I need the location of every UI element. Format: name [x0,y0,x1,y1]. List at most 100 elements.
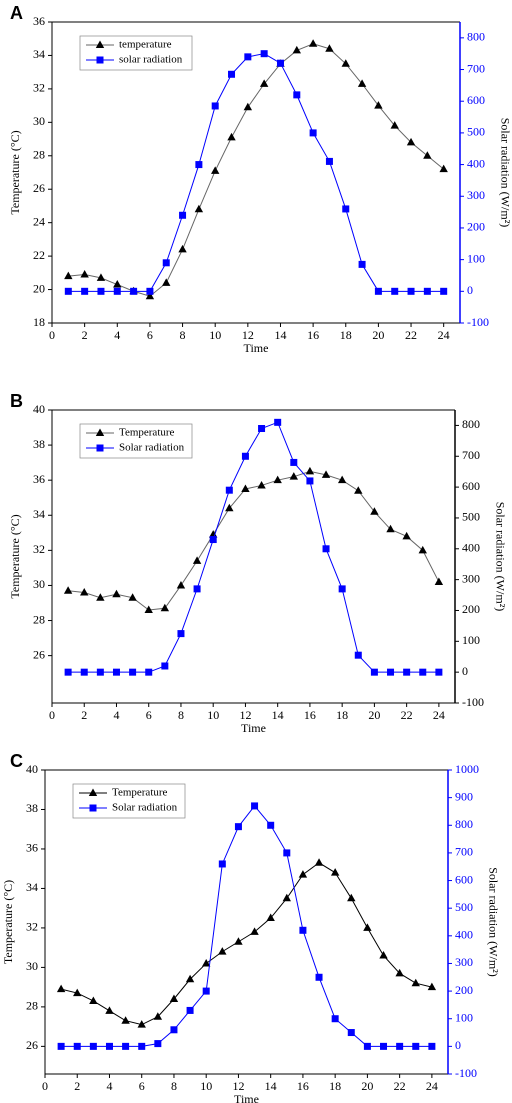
marker [57,1042,65,1050]
x-tick-label: 18 [336,708,348,722]
y-tick-label: 34 [33,507,45,521]
marker [145,668,153,676]
marker [64,287,72,295]
marker [144,605,153,614]
marker [259,79,269,87]
marker [396,1042,404,1050]
marker [370,507,379,515]
marker [314,858,324,866]
legend-label: Temperature [112,787,168,799]
y2-tick-label: 700 [455,845,473,859]
marker [96,668,104,676]
y-tick-label: 20 [33,281,45,295]
marker [322,545,330,553]
marker [209,530,218,538]
y-axis-label: Temperature (°C) [1,880,15,964]
marker [370,668,378,676]
marker [428,1042,436,1050]
marker [228,70,236,78]
marker [407,287,415,295]
marker [325,157,333,165]
x-tick-label: 4 [113,708,119,722]
marker [266,913,275,922]
legend-marker [88,788,98,796]
marker [128,593,137,601]
legend-label: temperature [119,39,172,51]
x-tick-label: 6 [146,708,152,722]
marker [434,577,444,585]
marker [290,458,298,466]
y2-axis-label: Solar radiation (W/m²) [486,867,500,977]
y2-tick-label: 600 [455,872,473,886]
marker [153,1012,163,1020]
x-tick-label: 6 [139,1079,145,1093]
x-tick-label: 8 [180,328,186,342]
marker [218,860,226,868]
x-tick-label: 0 [42,1079,48,1093]
marker [146,287,154,295]
marker [308,39,318,47]
x-tick-label: 18 [329,1079,341,1093]
x-tick-label: 12 [239,708,251,722]
marker [129,668,137,676]
marker [169,994,179,1002]
y2-axis-label: Solar radiation (W/m²) [493,502,507,612]
legend-box [72,783,186,819]
marker [186,1006,194,1014]
marker [64,271,73,280]
x-tick-label: 10 [200,1079,212,1093]
y2-tick-label: 500 [462,510,480,524]
marker [211,166,220,174]
marker [241,452,249,460]
y-tick-label: 36 [26,841,38,855]
marker [178,244,187,253]
x-tick-label: 24 [438,328,450,342]
x-tick-label: 16 [297,1079,309,1093]
y2-tick-label: -100 [462,695,484,709]
marker [276,59,284,67]
x-tick-label: 14 [272,708,284,722]
series-line [68,421,439,673]
marker [435,668,443,676]
y2-tick-label: 700 [467,61,485,75]
y2-tick-label: 0 [462,664,468,678]
y-tick-label: 36 [33,14,45,28]
y-axis-label: Temperature (°C) [8,130,22,214]
y2-tick-label: 400 [455,928,473,942]
marker [218,947,227,955]
marker [185,974,195,983]
y-tick-label: 32 [33,542,45,556]
marker [341,59,350,67]
marker [225,486,233,494]
legend-label: Solar radiation [119,442,185,454]
y2-tick-label: 200 [467,220,485,234]
y-tick-label: 26 [26,1038,38,1052]
y-tick-label: 40 [26,762,38,776]
marker [234,823,242,831]
marker [258,425,266,433]
y2-tick-label: 700 [462,448,480,462]
y2-tick-label: 100 [455,1010,473,1024]
y2-tick-label: 0 [455,1038,461,1052]
y-tick-label: 26 [33,647,45,661]
marker [387,668,395,676]
marker [380,1042,388,1050]
marker [170,1026,178,1034]
marker [406,137,416,146]
marker [423,151,432,159]
marker [179,211,187,219]
marker [289,472,298,480]
marker [105,1006,114,1014]
marker [105,1042,113,1050]
marker [260,50,268,58]
marker [202,958,211,967]
legend-marker [89,804,97,812]
y2-tick-label: 500 [455,900,473,914]
marker [257,480,266,489]
marker [423,287,431,295]
x-tick-label: 20 [372,328,384,342]
y2-tick-label: 100 [467,251,485,265]
y-tick-label: 22 [33,248,45,262]
x-tick-label: 0 [49,328,55,342]
